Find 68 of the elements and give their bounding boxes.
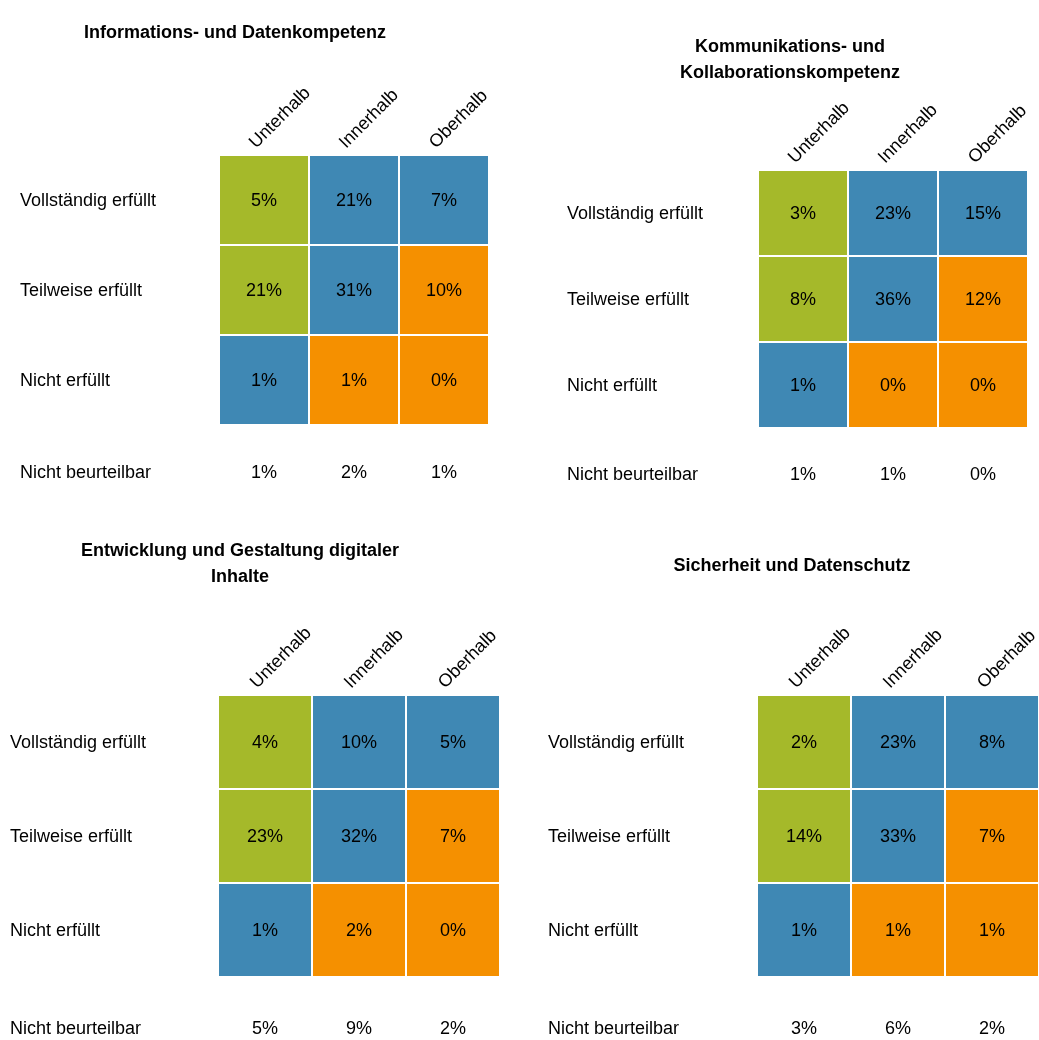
data-label: 23%	[246, 826, 284, 846]
data-label: 10%	[340, 732, 378, 752]
data-label: 0%	[430, 370, 458, 390]
data-label: 8%	[978, 732, 1006, 752]
data-label: 1%	[340, 370, 368, 390]
chart-title: Kommunikations- und Kollaborationskompetenz	[679, 36, 901, 82]
data-label: 5%	[250, 190, 278, 210]
y-tick-label: Nicht erfüllt	[10, 920, 101, 940]
data-label: 32%	[340, 826, 378, 846]
chart-title: Informations- und Datenkompetenz	[83, 22, 387, 42]
data-label: 5%	[439, 732, 467, 752]
data-label: 2%	[340, 462, 368, 482]
data-label: 1%	[250, 462, 278, 482]
y-tick-label: Nicht beurteilbar	[20, 462, 152, 482]
data-label: 36%	[874, 289, 912, 309]
y-tick-label: Vollständig erfüllt	[20, 190, 157, 210]
data-label: 0%	[969, 464, 997, 484]
data-label: 7%	[439, 826, 467, 846]
data-label: 1%	[251, 920, 279, 940]
data-label: 6%	[884, 1018, 912, 1038]
chart-title: Entwicklung und Gestaltung digitaler Inhalte	[80, 540, 400, 586]
data-label: 0%	[439, 920, 467, 940]
y-tick-label: Nicht erfüllt	[20, 370, 111, 390]
data-label: 1%	[789, 464, 817, 484]
y-tick-label: Nicht beurteilbar	[548, 1018, 680, 1038]
y-tick-label: Teilweise erfüllt	[567, 289, 690, 309]
data-label: 15%	[964, 203, 1002, 223]
data-label: 7%	[978, 826, 1006, 846]
data-label: 23%	[874, 203, 912, 223]
y-tick-label: Teilweise erfüllt	[20, 280, 143, 300]
y-tick-label: Vollständig erfüllt	[10, 732, 147, 752]
data-label: 23%	[879, 732, 917, 752]
data-label: 3%	[789, 203, 817, 223]
data-label: 7%	[430, 190, 458, 210]
data-label: 2%	[345, 920, 373, 940]
data-label: 1%	[789, 375, 817, 395]
data-label: 0%	[969, 375, 997, 395]
data-label: 21%	[335, 190, 373, 210]
data-label: 2%	[790, 732, 818, 752]
data-label: 1%	[790, 920, 818, 940]
data-label: 4%	[251, 732, 279, 752]
data-label: 2%	[439, 1018, 467, 1038]
data-label: 8%	[789, 289, 817, 309]
data-label: 31%	[335, 280, 373, 300]
y-tick-label: Nicht beurteilbar	[567, 464, 699, 484]
data-label: 1%	[430, 462, 458, 482]
y-tick-label: Nicht beurteilbar	[10, 1018, 142, 1038]
data-label: 10%	[425, 280, 463, 300]
data-label: 12%	[964, 289, 1002, 309]
data-label: 1%	[978, 920, 1006, 940]
data-label: 1%	[879, 464, 907, 484]
chart-title: Sicherheit und Datenschutz	[673, 555, 911, 575]
data-label: 3%	[790, 1018, 818, 1038]
data-label: 14%	[785, 826, 823, 846]
y-tick-label: Nicht erfüllt	[548, 920, 639, 940]
data-label: 9%	[345, 1018, 373, 1038]
data-label: 1%	[250, 370, 278, 390]
y-tick-label: Teilweise erfüllt	[548, 826, 671, 846]
data-label: 21%	[245, 280, 283, 300]
y-tick-label: Vollständig erfüllt	[567, 203, 704, 223]
data-label: 1%	[884, 920, 912, 940]
data-label: 0%	[879, 375, 907, 395]
y-tick-label: Nicht erfüllt	[567, 375, 658, 395]
data-label: 33%	[879, 826, 917, 846]
data-label: 5%	[251, 1018, 279, 1038]
data-label: 2%	[978, 1018, 1006, 1038]
y-tick-label: Teilweise erfüllt	[10, 826, 133, 846]
y-tick-label: Vollständig erfüllt	[548, 732, 685, 752]
